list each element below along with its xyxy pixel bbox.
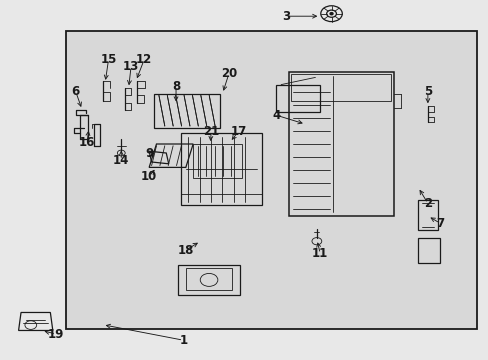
Text: 8: 8 <box>172 80 180 93</box>
Text: 21: 21 <box>203 125 219 138</box>
Text: 1: 1 <box>179 334 187 347</box>
Bar <box>66 31 476 329</box>
Text: 7: 7 <box>435 217 443 230</box>
Bar <box>417 200 437 230</box>
Text: 18: 18 <box>177 244 194 257</box>
Text: 2: 2 <box>423 197 431 210</box>
Bar <box>181 133 261 205</box>
Text: 3: 3 <box>282 10 289 23</box>
Bar <box>193 144 242 178</box>
Text: 5: 5 <box>423 85 431 98</box>
Bar <box>276 85 320 112</box>
Bar <box>185 268 232 290</box>
Bar <box>417 238 439 263</box>
Bar <box>178 265 239 295</box>
Text: 16: 16 <box>79 136 95 149</box>
Text: 4: 4 <box>272 109 280 122</box>
Text: 10: 10 <box>141 170 157 183</box>
Text: 6: 6 <box>72 85 80 98</box>
Text: 11: 11 <box>311 247 328 260</box>
Text: 20: 20 <box>220 67 237 80</box>
Text: 19: 19 <box>48 328 64 341</box>
Text: 17: 17 <box>230 125 246 138</box>
Text: 13: 13 <box>122 60 139 73</box>
Text: 15: 15 <box>100 53 117 66</box>
Bar <box>288 72 393 216</box>
Text: 9: 9 <box>145 147 153 159</box>
Bar <box>290 74 390 101</box>
Bar <box>154 94 220 128</box>
Text: 12: 12 <box>136 53 152 66</box>
Circle shape <box>329 13 332 15</box>
Text: 14: 14 <box>113 154 129 167</box>
